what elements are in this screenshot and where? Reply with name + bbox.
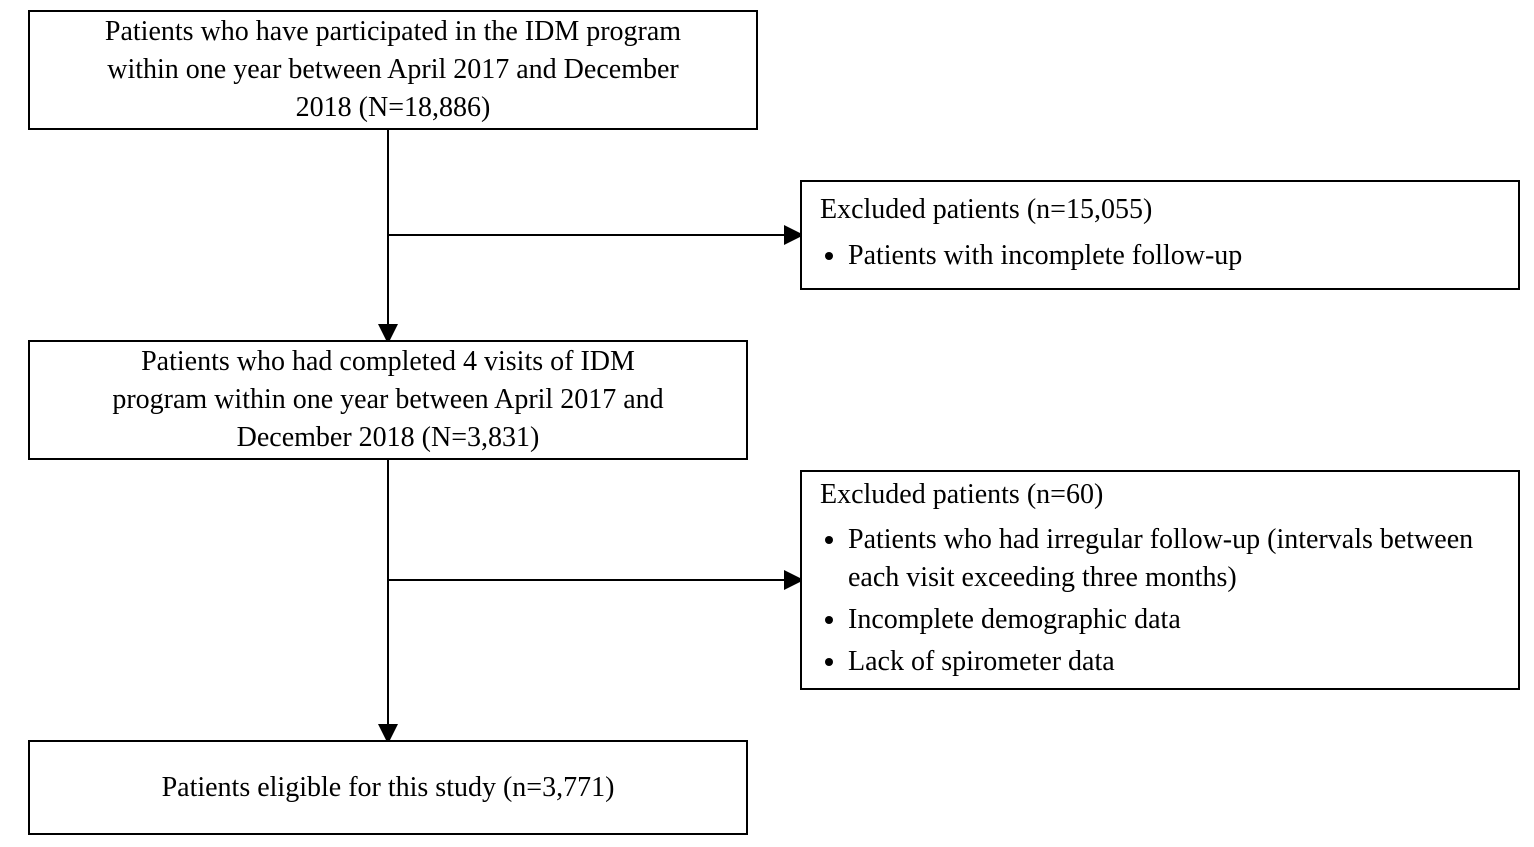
exclusion-header: Excluded patients (n=60): [820, 476, 1103, 514]
exclusion-bullet: Patients who had irregular follow-up (in…: [848, 521, 1500, 597]
text-line: Patients who have participated in the ID…: [105, 13, 681, 51]
exclusion-bullet-list: Patients who had irregular follow-up (in…: [820, 521, 1500, 684]
text-line: Patients who had completed 4 visits of I…: [141, 343, 635, 381]
flowchart-canvas: Patients who have participated in the ID…: [0, 0, 1534, 847]
box-stage-eligible: Patients eligible for this study (n=3,77…: [28, 740, 748, 835]
exclusion-bullet: Patients with incomplete follow-up: [848, 237, 1242, 275]
box-stage-initial: Patients who have participated in the ID…: [28, 10, 758, 130]
text-line: within one year between April 2017 and D…: [107, 51, 678, 89]
box-exclusion-2: Excluded patients (n=60) Patients who ha…: [800, 470, 1520, 690]
box-exclusion-1: Excluded patients (n=15,055) Patients wi…: [800, 180, 1520, 290]
text-line: December 2018 (N=3,831): [237, 419, 540, 457]
exclusion-header: Excluded patients (n=15,055): [820, 191, 1152, 229]
exclusion-bullet: Lack of spirometer data: [848, 643, 1500, 681]
exclusion-bullet-list: Patients with incomplete follow-up: [820, 237, 1242, 279]
exclusion-bullet: Incomplete demographic data: [848, 601, 1500, 639]
box-stage-completed: Patients who had completed 4 visits of I…: [28, 340, 748, 460]
text-line: Patients eligible for this study (n=3,77…: [162, 769, 615, 807]
text-line: 2018 (N=18,886): [296, 89, 491, 127]
text-line: program within one year between April 20…: [112, 381, 663, 419]
